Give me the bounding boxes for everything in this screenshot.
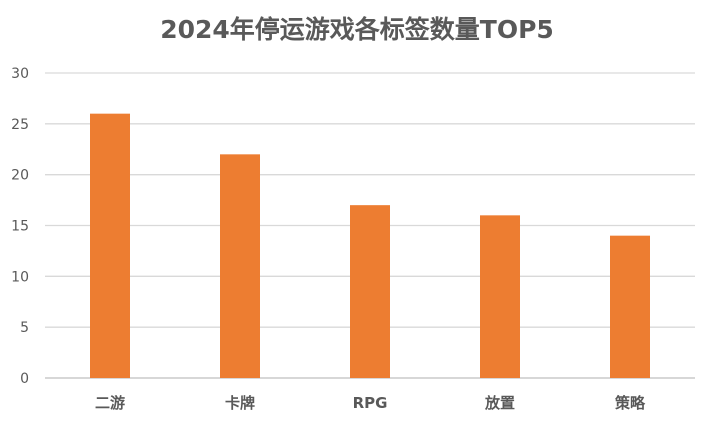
y-tick-label: 5 xyxy=(20,320,29,336)
x-tick-label: RPG xyxy=(353,394,388,412)
y-tick-label: 10 xyxy=(11,269,29,285)
y-tick-label: 25 xyxy=(11,117,29,133)
y-tick-label: 0 xyxy=(20,371,29,387)
bar xyxy=(480,215,520,378)
x-tick-label: 放置 xyxy=(484,394,515,412)
y-tick-label: 15 xyxy=(11,219,29,235)
y-axis-ticks: 0 5 10 15 20 25 30 xyxy=(11,66,29,387)
y-tick-label: 30 xyxy=(11,66,29,82)
y-tick-label: 20 xyxy=(11,168,29,184)
x-axis-ticks: 二游 卡牌 RPG 放置 策略 xyxy=(95,394,646,412)
bar xyxy=(220,154,260,378)
bar xyxy=(610,235,650,378)
bar xyxy=(90,113,130,379)
x-tick-label: 卡牌 xyxy=(225,394,255,412)
x-tick-label: 策略 xyxy=(614,394,646,412)
bars xyxy=(90,113,650,379)
bar xyxy=(350,205,390,378)
chart-title: 2024年停运游戏各标签数量TOP5 xyxy=(160,15,554,44)
x-tick-label: 二游 xyxy=(95,394,125,412)
